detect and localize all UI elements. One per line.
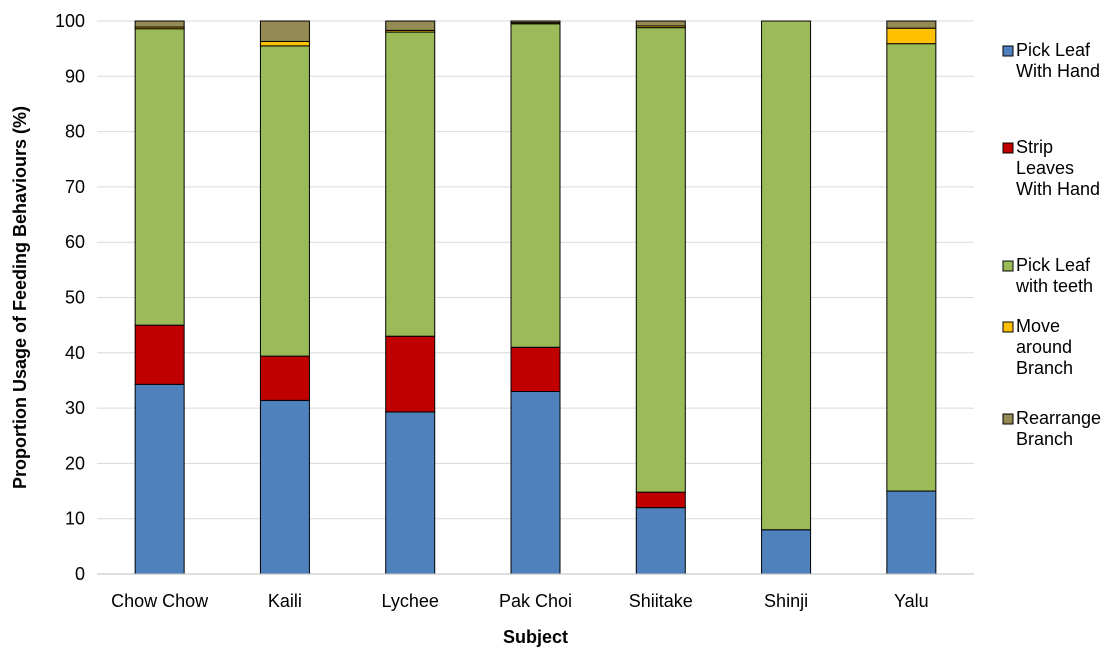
legend-label: Pick Leaf xyxy=(1016,40,1091,60)
x-tick-labels: Chow Chow Kaili Lychee Pak Choi Shiitake Shin… xyxy=(111,591,929,611)
bar-segment xyxy=(635,27,686,493)
legend-label: Move xyxy=(1016,316,1060,336)
y-tick-label: 90 xyxy=(65,66,85,86)
y-tick-label: 30 xyxy=(65,398,85,418)
legend-label: Branch xyxy=(1016,358,1073,378)
y-tick-label: 70 xyxy=(65,177,85,197)
bar-segment xyxy=(259,40,310,47)
x-tick-label: Yalu xyxy=(894,591,929,611)
x-axis-title: Subject xyxy=(503,627,568,647)
x-tick-label: Kaili xyxy=(268,591,302,611)
bar-segment xyxy=(510,23,561,348)
bar-segment xyxy=(635,507,686,575)
legend-label: With Hand xyxy=(1016,61,1100,81)
bar-segment xyxy=(886,43,937,492)
legend-label: Rearrange xyxy=(1016,408,1101,428)
bar-segment xyxy=(761,20,812,531)
bar-segment xyxy=(886,490,937,575)
bar-segment xyxy=(510,346,561,393)
y-tick-label: 10 xyxy=(65,509,85,529)
bar-segment xyxy=(385,31,436,337)
y-tick-label: 100 xyxy=(55,11,85,31)
bar-segment xyxy=(385,20,436,31)
y-tick-label: 60 xyxy=(65,232,85,252)
bar-segment xyxy=(259,399,310,575)
x-tick-label: Shiitake xyxy=(629,591,693,611)
y-tick-label: 50 xyxy=(65,288,85,308)
bar-segment xyxy=(259,20,310,42)
bar-segment xyxy=(761,529,812,575)
bar-segment xyxy=(134,383,185,575)
y-tick-label: 80 xyxy=(65,122,85,142)
bar-segment xyxy=(134,20,185,28)
bar-segment xyxy=(886,27,937,45)
bars xyxy=(134,20,937,575)
y-tick-label: 0 xyxy=(75,564,85,584)
bar-segment xyxy=(259,355,310,401)
bar-segment xyxy=(385,335,436,413)
legend-label: Pick Leaf xyxy=(1016,255,1091,275)
x-tick-label: Shinji xyxy=(764,591,808,611)
legend-label: around xyxy=(1016,337,1072,357)
x-tick-label: Lychee xyxy=(382,591,439,611)
bar-segment xyxy=(134,324,185,385)
legend-swatch xyxy=(1002,45,1014,57)
legend-swatch xyxy=(1002,142,1014,154)
legend-label: Leaves xyxy=(1016,158,1074,178)
bar-segment xyxy=(510,391,561,575)
legend-swatch xyxy=(1002,413,1014,425)
bar-segment xyxy=(259,45,310,357)
bar-segment xyxy=(385,411,436,575)
bar-segment xyxy=(886,20,937,29)
y-tick-labels: 0 10 20 30 40 50 60 70 80 90 100 xyxy=(55,11,85,584)
bar-segment xyxy=(134,28,185,326)
legend-label: With Hand xyxy=(1016,179,1100,199)
x-tick-label: Chow Chow xyxy=(111,591,209,611)
legend-swatch xyxy=(1002,260,1014,272)
bar-segment xyxy=(635,491,686,509)
legend-swatch xyxy=(1002,321,1014,333)
y-axis-title: Proportion Usage of Feeding Behaviours (… xyxy=(10,106,30,489)
legend-label: Branch xyxy=(1016,429,1073,449)
bar-segment xyxy=(635,20,686,27)
legend-label: Strip xyxy=(1016,137,1053,157)
y-tick-label: 40 xyxy=(65,343,85,363)
bar-segment xyxy=(510,20,561,24)
legend-label: with teeth xyxy=(1015,276,1093,296)
y-tick-label: 20 xyxy=(65,453,85,473)
x-tick-label: Pak Choi xyxy=(499,591,572,611)
